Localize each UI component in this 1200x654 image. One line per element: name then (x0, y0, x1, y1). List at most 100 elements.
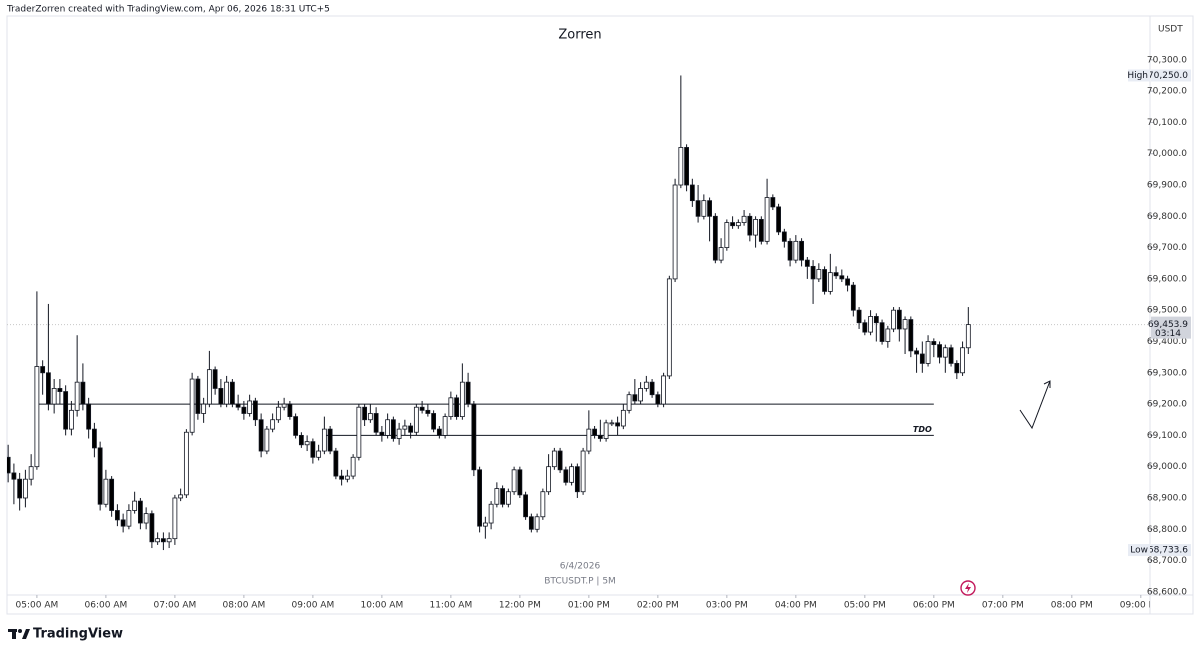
x-tick-label: 02:00 PM (637, 601, 679, 611)
candle-body (684, 147, 689, 186)
candle-body (597, 434, 603, 439)
candle-body (730, 222, 735, 227)
candle-body (454, 397, 460, 418)
candle-body (822, 269, 827, 292)
y-tick-label: 68,600.0 (1147, 587, 1187, 597)
candle-body (413, 406, 419, 433)
candle-body (885, 328, 891, 342)
x-tick-label: 05:00 PM (844, 601, 886, 611)
candle-body (448, 397, 454, 418)
candle-body (218, 388, 224, 405)
x-tick-label: 07:00 PM (982, 601, 1024, 611)
candle-body (137, 500, 143, 524)
candle-body (379, 431, 385, 436)
candle-body (293, 416, 299, 436)
x-tick-label: 12:00 PM (499, 601, 541, 611)
last-price-tag (1151, 316, 1191, 339)
candle-body (132, 500, 138, 511)
candle-body (344, 475, 350, 480)
candle-body (735, 222, 741, 227)
candle-body (143, 513, 149, 524)
candle-body (574, 466, 580, 493)
x-tick-label: 11:00 AM (429, 601, 472, 611)
y-tick-label: 69,000.0 (1147, 462, 1187, 472)
y-tick-label: 70,100.0 (1147, 118, 1187, 128)
candle-body (103, 478, 109, 505)
y-tick-label: 68,700.0 (1147, 556, 1187, 566)
candle-body (810, 265, 816, 280)
candle-body (80, 381, 86, 405)
candle-body (563, 469, 569, 483)
drawn-arrow (1019, 380, 1051, 430)
high-name-tag (1128, 69, 1150, 82)
candle-body (528, 516, 534, 530)
candle-body (28, 466, 34, 480)
candle-body (965, 324, 971, 349)
candle-body (799, 240, 804, 261)
candle-body (678, 147, 684, 186)
currency: USDT (1158, 25, 1183, 35)
candle-body (833, 272, 839, 277)
low-name-tag (1128, 544, 1150, 557)
candle-body (281, 403, 287, 408)
candle-body (948, 347, 954, 364)
candle-body (362, 406, 368, 421)
candle-body (551, 450, 557, 468)
y-tick-label: 68,900.0 (1147, 493, 1187, 503)
candle-body (770, 197, 776, 208)
candle-body (373, 413, 379, 433)
chart-frame (6, 15, 1194, 615)
candle-body (689, 184, 695, 202)
candle-body (954, 362, 960, 374)
candle-body (724, 222, 730, 249)
candle-body (902, 319, 908, 330)
candle-body (603, 422, 609, 439)
candle-body (57, 388, 63, 392)
candle-body (712, 215, 718, 261)
x-tick-label: 06:00 AM (85, 601, 128, 611)
candle-body (367, 413, 373, 421)
candle-body (793, 240, 799, 261)
candle-body (34, 366, 40, 468)
candle-body (247, 400, 253, 414)
low-value-label: 68,733.6 (1148, 546, 1188, 556)
candle-body (632, 394, 638, 402)
candle-body (868, 316, 873, 333)
alert-icon (960, 580, 976, 596)
candle-body (747, 215, 753, 236)
candle-body (701, 200, 707, 217)
candle-body (224, 381, 230, 405)
candle-body (316, 450, 322, 458)
logo-icon (8, 629, 30, 639)
x-tick-label: 04:00 PM (775, 601, 817, 611)
x-tick-label: 08:00 PM (1051, 601, 1093, 611)
candle-body (298, 434, 304, 446)
candle-body (856, 309, 862, 324)
candle-body (523, 494, 529, 518)
x-tick-label: 05:00 AM (16, 601, 59, 611)
x-tick-label: 01:00 PM (568, 601, 610, 611)
candle-body (609, 422, 615, 425)
candle-body (666, 278, 672, 377)
candle-body (925, 341, 931, 364)
candle-body (91, 428, 97, 449)
low-tag (1151, 544, 1191, 557)
candle-body (707, 200, 712, 217)
candle-body (258, 419, 264, 452)
candle-body (195, 378, 201, 414)
candle-body (287, 403, 293, 418)
candle-body (442, 416, 448, 436)
candle-body (494, 488, 500, 505)
candle-body (672, 184, 678, 280)
candle-body (655, 394, 661, 405)
candle-body (74, 381, 80, 411)
candle-body (862, 322, 868, 333)
candle-body (22, 478, 28, 499)
candle-body (310, 441, 316, 458)
candle-body (661, 375, 666, 405)
y-tick-label: 70,200.0 (1147, 87, 1187, 97)
candle-body (643, 381, 649, 389)
x-tick-label: 09:00 PM (1120, 601, 1162, 611)
